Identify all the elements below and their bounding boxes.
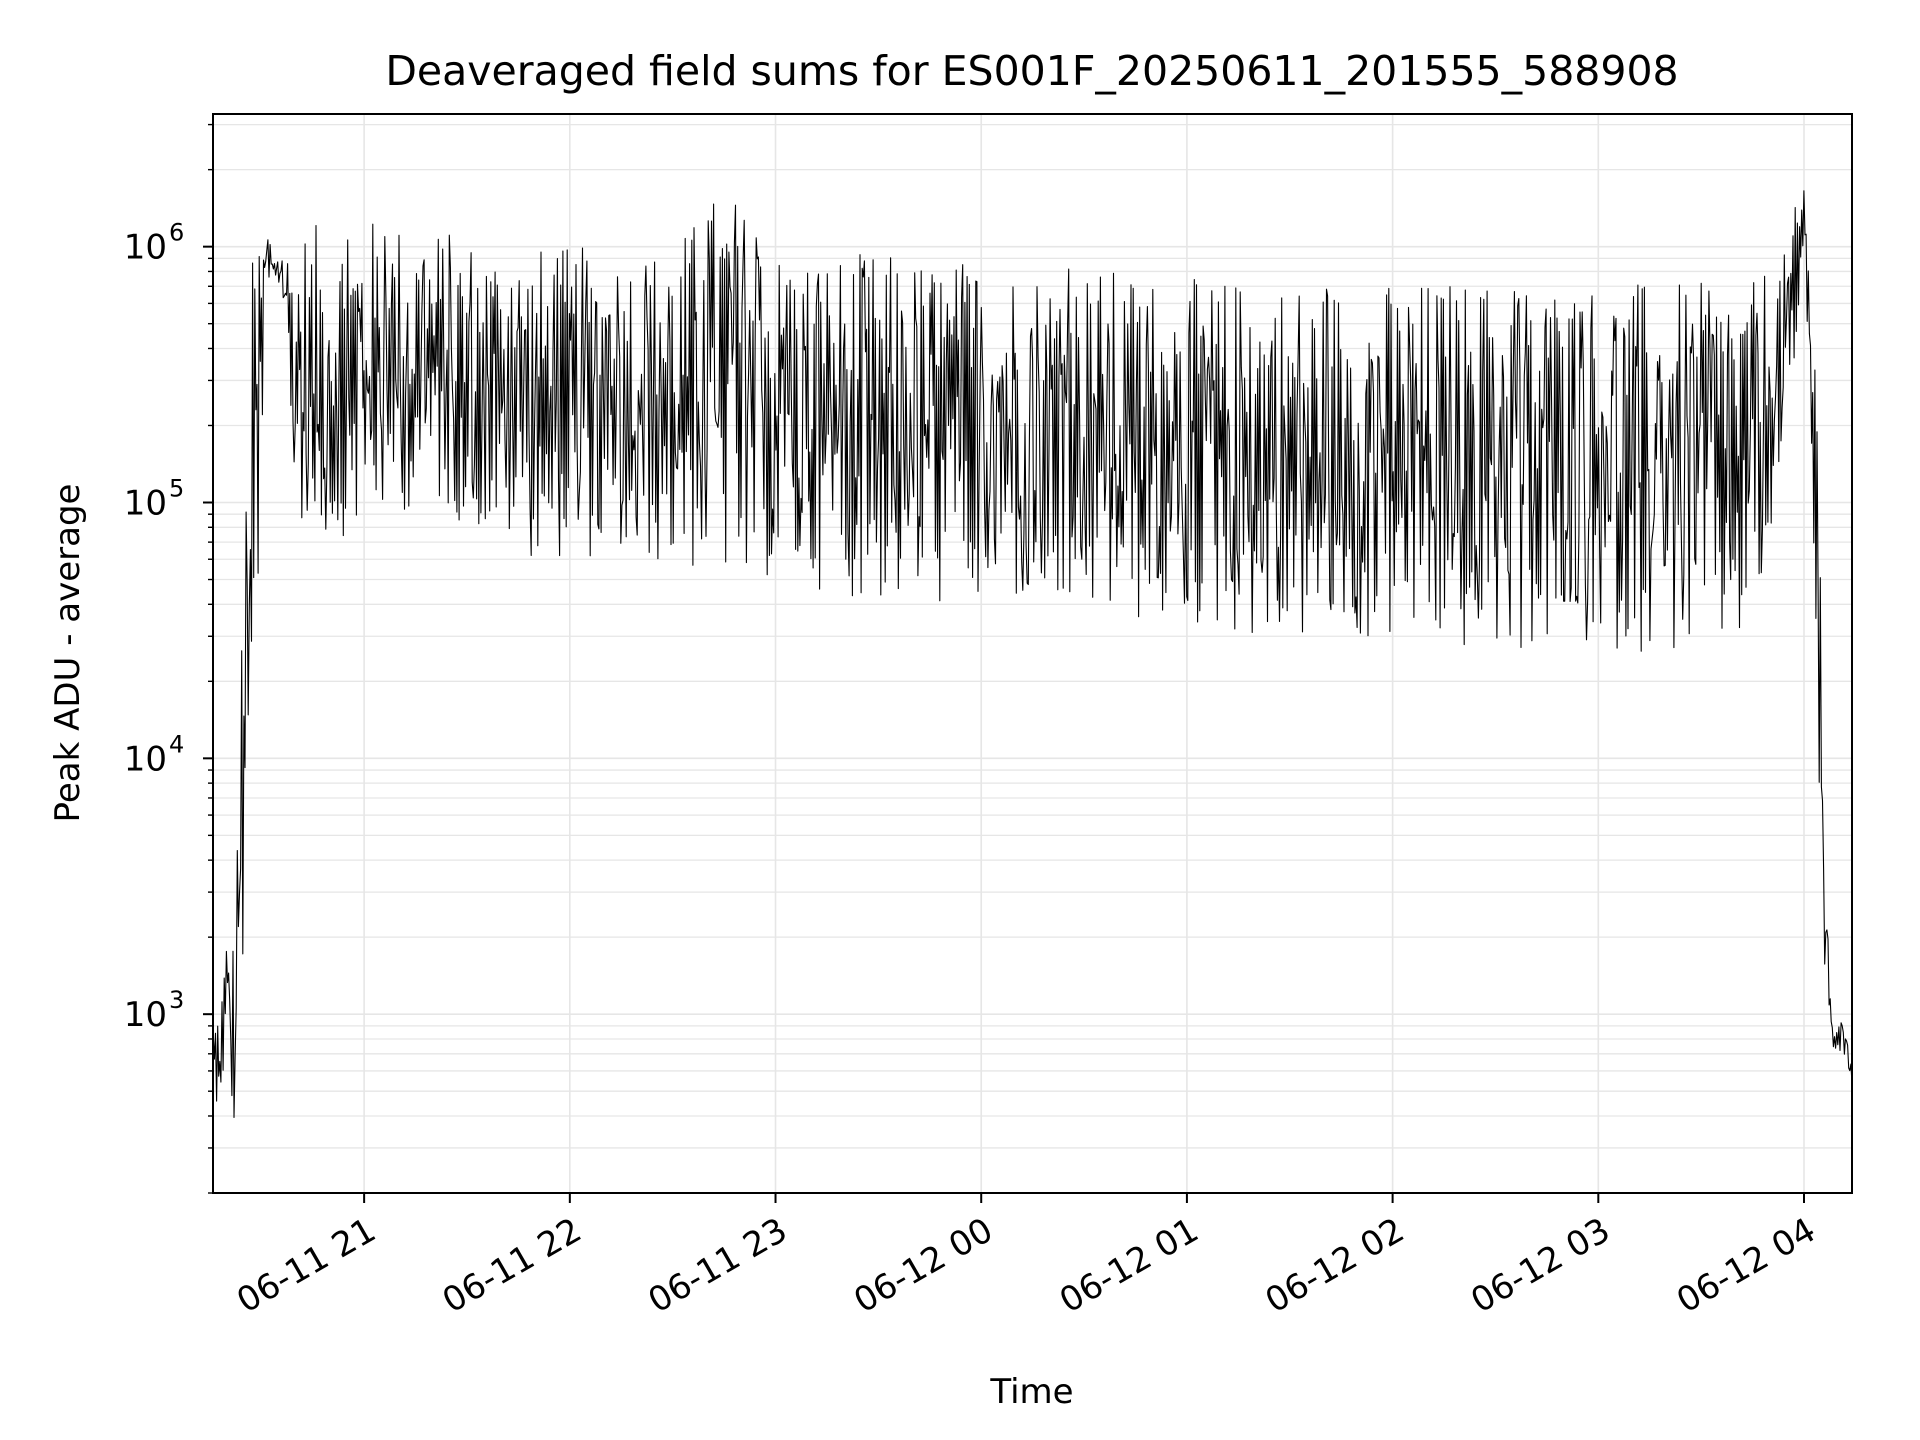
gridlines [213,114,1852,1194]
y-tick-label: 10 [124,228,167,268]
y-axis-label: Peak ADU - average [48,484,88,823]
y-tick-exponent: 4 [169,730,184,758]
y-tick-exponent: 5 [169,474,184,502]
series-path [212,190,1853,1119]
y-tick-exponent: 6 [169,219,184,247]
y-tick-label: 10 [124,483,167,523]
series-line [212,190,1853,1119]
x-axis-label: Time [989,1372,1073,1412]
chart-title: Deaveraged field sums for ES001F_2025061… [385,47,1678,95]
y-tick-label: 10 [124,739,167,779]
y-tick-exponent: 3 [169,986,184,1014]
plot-frame [212,113,1853,1194]
y-tick-label: 10 [124,995,167,1035]
